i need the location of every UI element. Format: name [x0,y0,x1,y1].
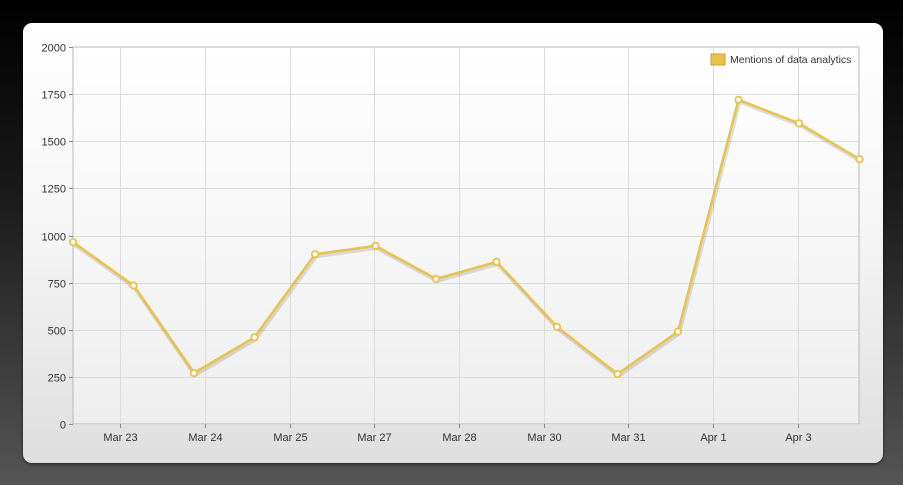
series-shadow [72,99,862,378]
y-tick-label: 1250 [42,184,66,196]
y-tick-label: 1000 [42,232,66,244]
x-tick-label: Mar 25 [273,432,307,444]
data-point[interactable] [673,327,683,336]
data-point[interactable] [310,250,320,259]
data-point[interactable] [492,257,501,266]
plot-background [72,46,860,425]
y-tick-label: 750 [48,279,66,291]
legend: Mentions of data analytics [710,53,851,66]
data-point[interactable] [613,369,622,379]
x-axis-ticks: Mar 23 Mar 24 Mar 25 Mar 27 Mar 28 Mar 30 Mar … [103,424,812,444]
y-tick-label: 250 [48,373,66,385]
data-point[interactable] [68,238,78,247]
plot-area [72,46,860,425]
x-tick-label: Apr 1 [700,432,726,444]
x-tick-label: Mar 23 [103,432,137,444]
data-point[interactable] [552,322,562,331]
data-point[interactable] [734,95,743,104]
data-point[interactable] [371,241,380,250]
x-tick-label: Mar 30 [527,432,561,444]
x-tick-label: Mar 24 [188,432,222,444]
y-tick-label: 1500 [42,137,66,149]
series-line [72,98,861,376]
y-tick-label: 0 [60,420,66,432]
y-tick-label: 1750 [42,90,66,102]
y-axis-ticks: 0 250 500 750 1000 1250 1500 1750 2000 [42,43,73,432]
data-point[interactable] [189,368,199,378]
x-tick-label: Mar 28 [442,432,476,444]
data-point[interactable] [794,119,804,128]
legend-label: Mentions of data analytics [730,54,851,66]
data-point[interactable] [250,333,259,342]
data-point[interactable] [855,155,864,164]
data-point[interactable] [129,281,138,290]
grid-lines [73,47,859,425]
x-tick-label: Apr 3 [785,432,811,444]
series-group [68,95,864,379]
legend-swatch [710,53,726,66]
data-point[interactable] [431,274,441,283]
x-tick-label: Mar 27 [357,432,391,444]
x-tick-label: Mar 31 [611,432,645,444]
y-tick-label: 2000 [42,43,66,55]
y-tick-label: 500 [48,326,66,338]
